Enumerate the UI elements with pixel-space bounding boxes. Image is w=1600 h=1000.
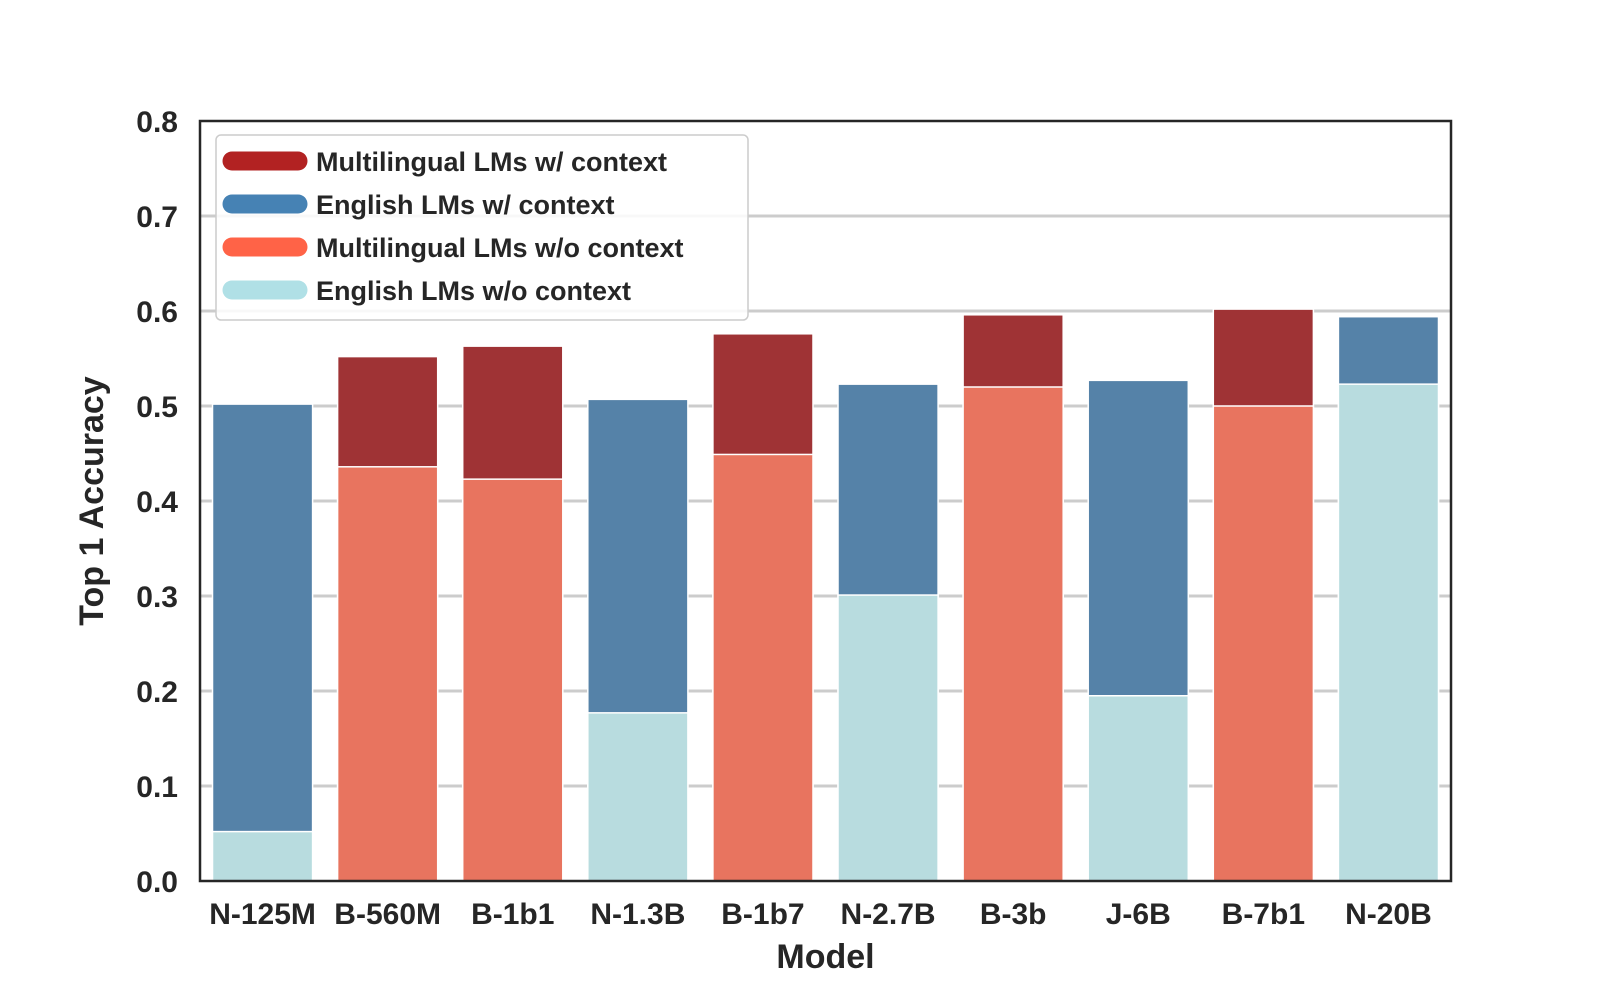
legend: Multilingual LMs w/ context English LMs w… (215, 134, 749, 321)
bar-without-context-N-2.7B (837, 594, 939, 882)
x-tick-label: N-20B (1345, 898, 1432, 931)
y-tick-label: 0.4 (136, 486, 178, 519)
y-axis-label: Top 1 Accuracy (73, 376, 111, 626)
x-tick-label: B-560M (334, 898, 441, 931)
bars (211, 308, 1440, 882)
bar-without-context-J-6B (1087, 695, 1190, 882)
x-axis-label: Model (776, 938, 874, 976)
y-tick-label: 0.5 (136, 391, 178, 424)
y-tick-label: 0.7 (136, 201, 178, 234)
y-tick-label: 0.1 (136, 771, 178, 804)
y-tick-label: 0.3 (136, 581, 178, 614)
bar-without-context-B-1b7 (712, 453, 814, 882)
legend-label: English LMs w/ context (316, 190, 615, 220)
bar-without-context-N-20B (1337, 383, 1440, 882)
x-tick-label: B-7b1 (1222, 898, 1305, 931)
x-tick-label: B-1b1 (471, 898, 554, 931)
bar-without-context-N-1.3B (587, 712, 689, 882)
y-tick-label: 0.0 (136, 866, 178, 899)
y-tick-label: 0.8 (136, 106, 178, 139)
x-tick-label: N-1.3B (590, 898, 685, 931)
x-tick-label: N-2.7B (841, 898, 936, 931)
x-tick-labels: N-125M B-560M B-1b1 N-1.3B B-1b7 N-2.7B B-3b J-… (209, 898, 1432, 931)
x-tick-label: B-1b7 (721, 898, 804, 931)
x-tick-label: B-3b (980, 898, 1047, 931)
legend-label: English LMs w/o context (316, 276, 631, 306)
x-tick-label: N-125M (209, 898, 316, 931)
legend-label: Multilingual LMs w/ context (316, 147, 667, 177)
bar-without-context-N-125M (211, 830, 314, 882)
bar-with-context-N-125M (211, 403, 314, 882)
y-tick-labels: 0.0 0.1 0.2 0.3 0.4 0.5 0.6 0.7 0.8 (136, 106, 178, 899)
bar-without-context-B-7b1 (1212, 405, 1315, 882)
y-tick-label: 0.2 (136, 676, 178, 709)
plot-frame (198, 119, 1453, 883)
legend-label: Multilingual LMs w/o context (316, 233, 684, 263)
x-tick-label: J-6B (1106, 898, 1171, 931)
bar-without-context-B-3b (962, 386, 1064, 882)
legend-box (215, 134, 749, 321)
bar-without-context-B-1b1 (461, 478, 564, 882)
bar-without-context-B-560M (336, 466, 439, 882)
y-tick-label: 0.6 (136, 296, 178, 329)
